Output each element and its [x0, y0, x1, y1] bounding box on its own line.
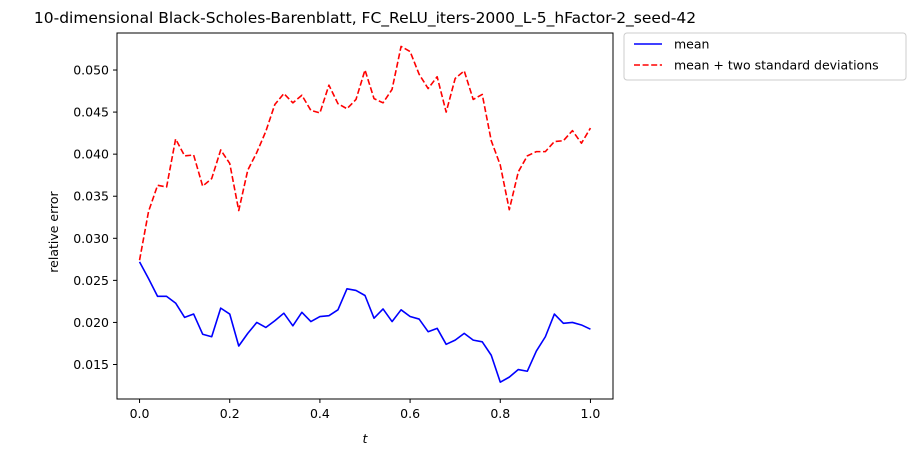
plot-area: 0.0 0.2 0.4 0.6 0.8 1.0 0.015 0.020 0.025 0.030 0.… [73, 32, 614, 421]
legend-label: mean + two standard deviations [674, 58, 879, 73]
legend: mean mean + two standard deviations [623, 32, 907, 81]
chart-title: 10-dimensional Black-Scholes-Barenblatt,… [34, 9, 696, 28]
y-tick-label: 0.030 [73, 231, 109, 246]
x-axis-label: t [363, 431, 369, 446]
y-tick-label: 0.035 [73, 189, 109, 204]
x-tick-label: 0.4 [310, 406, 330, 421]
y-tick-label: 0.015 [73, 357, 109, 372]
axes-frame [116, 32, 614, 400]
y-tick-label: 0.025 [73, 273, 109, 288]
x-tick-label: 1.0 [581, 406, 601, 421]
legend-label: mean [674, 37, 709, 52]
legend-box [623, 32, 907, 81]
y-axis-label: relative error [46, 190, 61, 272]
y-tick-label: 0.050 [73, 63, 109, 78]
series-line-mean-plus-2sd [138, 45, 592, 261]
x-tick-label: 0.2 [220, 406, 240, 421]
x-tick-label: 0.6 [400, 406, 420, 421]
x-tick-label: 0.0 [130, 406, 150, 421]
y-tick-label: 0.020 [73, 315, 109, 330]
y-tick-label: 0.040 [73, 147, 109, 162]
series-line-mean [138, 261, 591, 383]
x-tick-label: 0.8 [490, 406, 510, 421]
y-tick-label: 0.045 [73, 105, 109, 120]
